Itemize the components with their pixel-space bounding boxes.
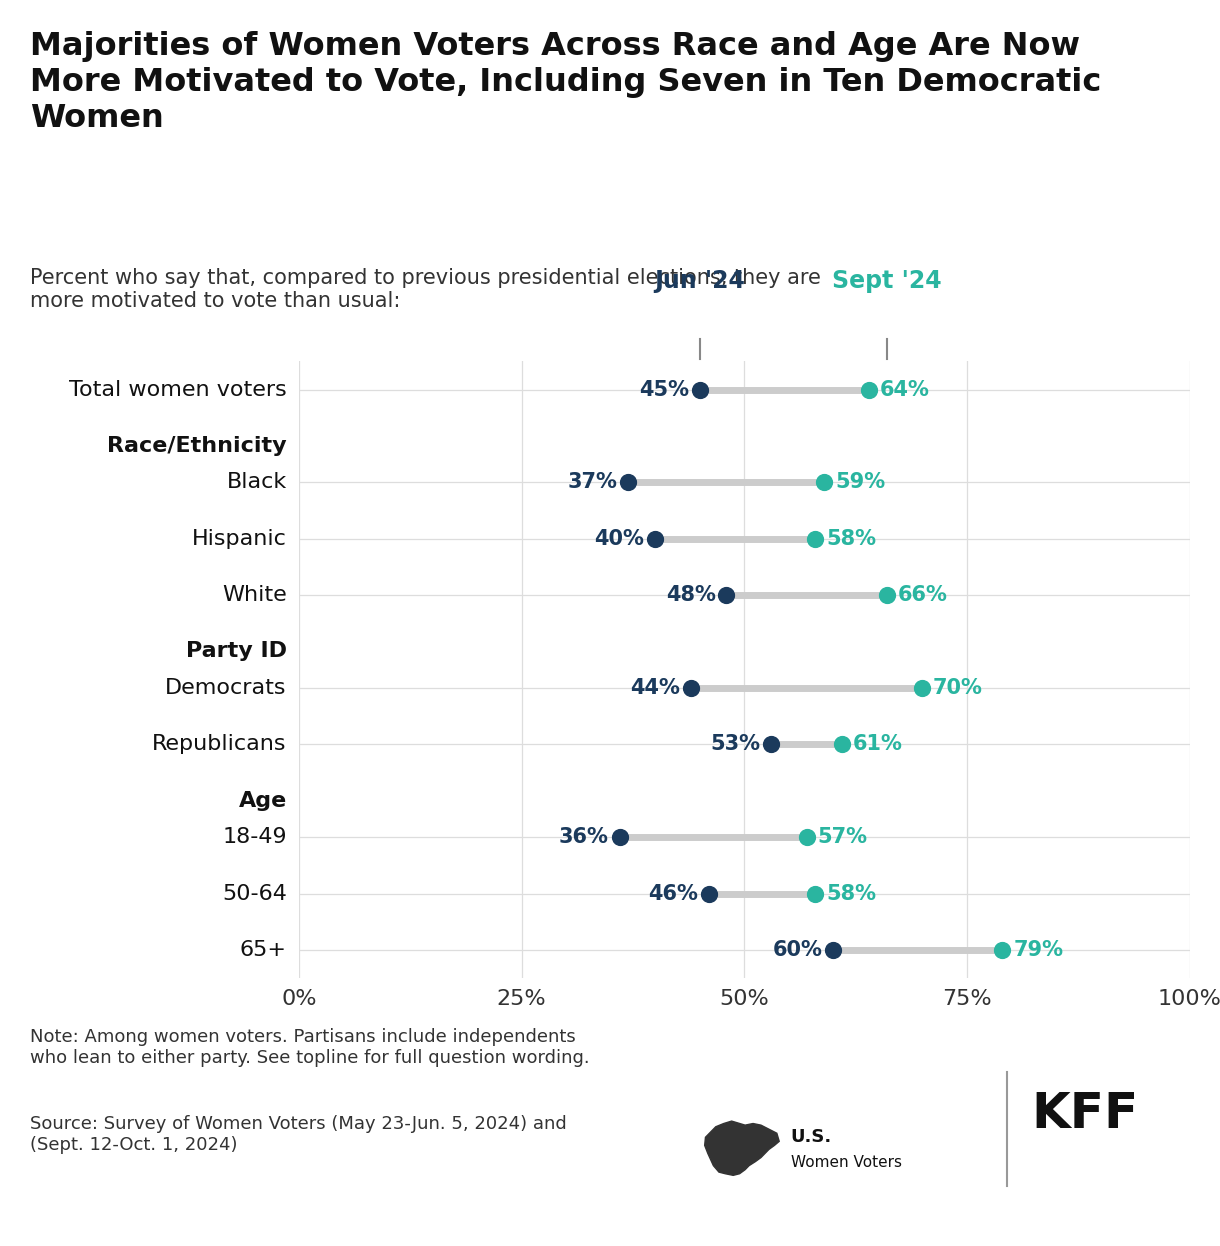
Text: 61%: 61%: [853, 734, 903, 754]
Text: 40%: 40%: [594, 528, 644, 548]
Text: Total women voters: Total women voters: [70, 380, 287, 400]
Text: KFF: KFF: [1031, 1090, 1138, 1139]
Text: 79%: 79%: [1013, 939, 1063, 959]
Text: 66%: 66%: [898, 586, 947, 606]
Text: Majorities of Women Voters Across Race and Age Are Now
More Motivated to Vote, I: Majorities of Women Voters Across Race a…: [30, 31, 1102, 133]
Point: [691, 380, 710, 400]
Text: Black: Black: [227, 472, 287, 492]
Text: 70%: 70%: [933, 678, 983, 698]
Point: [815, 472, 834, 492]
Text: Race/Ethnicity: Race/Ethnicity: [107, 436, 287, 456]
Point: [645, 528, 665, 548]
Point: [805, 528, 825, 548]
Text: Age: Age: [238, 791, 287, 811]
Text: U.S.: U.S.: [791, 1128, 832, 1145]
Text: 60%: 60%: [772, 939, 822, 959]
Point: [913, 678, 932, 698]
Point: [805, 883, 825, 903]
Text: 50-64: 50-64: [222, 883, 287, 903]
Text: 37%: 37%: [567, 472, 617, 492]
Text: Republicans: Republicans: [152, 734, 287, 754]
Text: 44%: 44%: [631, 678, 680, 698]
Point: [797, 827, 816, 847]
Text: Source: Survey of Women Voters (May 23-Jun. 5, 2024) and
(Sept. 12-Oct. 1, 2024): Source: Survey of Women Voters (May 23-J…: [30, 1115, 567, 1154]
Point: [859, 380, 878, 400]
Text: Democrats: Democrats: [165, 678, 287, 698]
Polygon shape: [705, 1121, 780, 1175]
Point: [610, 827, 630, 847]
Text: Sept '24: Sept '24: [832, 269, 942, 293]
Text: Jun '24: Jun '24: [654, 269, 745, 293]
Text: 57%: 57%: [817, 827, 867, 847]
Text: 46%: 46%: [648, 883, 698, 903]
Point: [761, 734, 781, 754]
Text: 45%: 45%: [639, 380, 689, 400]
Point: [993, 939, 1013, 959]
Text: 48%: 48%: [666, 586, 716, 606]
Text: White: White: [222, 586, 287, 606]
Text: 58%: 58%: [826, 883, 876, 903]
Text: Women Voters: Women Voters: [791, 1155, 902, 1170]
Text: 58%: 58%: [826, 528, 876, 548]
Point: [824, 939, 843, 959]
Point: [877, 586, 897, 606]
Text: 36%: 36%: [559, 827, 609, 847]
Text: 18-49: 18-49: [222, 827, 287, 847]
Text: 59%: 59%: [834, 472, 886, 492]
Text: Party ID: Party ID: [185, 642, 287, 662]
Text: 65+: 65+: [239, 939, 287, 959]
Text: 53%: 53%: [710, 734, 760, 754]
Text: Hispanic: Hispanic: [192, 528, 287, 548]
Point: [681, 678, 700, 698]
Point: [716, 586, 736, 606]
Text: 64%: 64%: [880, 380, 930, 400]
Point: [619, 472, 638, 492]
Text: Note: Among women voters. Partisans include independents
who lean to either part: Note: Among women voters. Partisans incl…: [30, 1028, 590, 1067]
Point: [832, 734, 852, 754]
Text: Percent who say that, compared to previous presidential elections, they are
more: Percent who say that, compared to previo…: [30, 268, 821, 312]
Point: [699, 883, 719, 903]
